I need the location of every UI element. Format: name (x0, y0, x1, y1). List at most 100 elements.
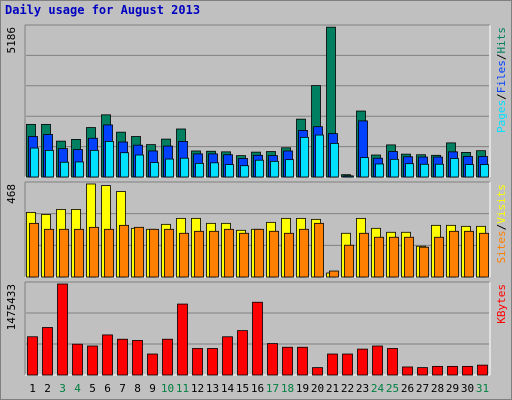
kbytes-bar (462, 365, 473, 376)
day-label: 20 (311, 382, 324, 395)
kbytes-bar (207, 348, 218, 376)
day-label: 19 (296, 382, 309, 395)
sites-bar (464, 230, 474, 278)
legend-pages: Pages (495, 100, 508, 133)
pages-bar (60, 161, 69, 178)
pages-bar (90, 149, 99, 178)
sites-bar (374, 236, 384, 278)
kbytes-bar (222, 336, 233, 376)
day-label: 6 (104, 382, 111, 395)
day-label: 5 (89, 382, 96, 395)
pages-bar (375, 163, 384, 178)
sites-bar (269, 230, 279, 278)
day-label: 28 (431, 382, 444, 395)
pages-bar (480, 164, 489, 178)
pages-bar (120, 152, 129, 178)
sites-bar (299, 228, 309, 278)
day-label: 27 (416, 382, 429, 395)
kbytes-bar (387, 348, 398, 376)
sites-bar (449, 230, 459, 278)
pages-bar (180, 157, 189, 178)
chart-title: Daily usage for August 2013 (5, 3, 201, 17)
legend-kbytes: KBytes (495, 284, 508, 324)
day-label: 13 (206, 382, 219, 395)
day-label: 21 (326, 382, 339, 395)
pages-bar (255, 159, 264, 178)
pages-bar (270, 160, 279, 178)
kbytes-bar (132, 340, 143, 376)
pages-bar (30, 147, 39, 178)
kbytes-bar (252, 301, 263, 376)
kbytes-bar (267, 343, 278, 376)
kbytes-bar (402, 366, 413, 376)
day-label: 12 (191, 382, 204, 395)
sites-bar (89, 226, 99, 278)
day-label: 11 (176, 382, 189, 395)
pages-bar (465, 164, 474, 178)
day-label: 1 (29, 382, 36, 395)
sites-bar (29, 222, 39, 278)
day-label: 7 (119, 382, 126, 395)
day-label: 18 (281, 382, 294, 395)
sites-bar (254, 228, 264, 278)
pages-bar (210, 162, 219, 178)
kbytes-bar (312, 367, 323, 376)
sites-bar (104, 228, 114, 278)
kbytes-ymax-label: 1475433 (5, 284, 18, 330)
sites-bar (434, 236, 444, 278)
kbytes-bar (357, 348, 368, 376)
day-label: 4 (74, 382, 81, 395)
pages-bar (315, 134, 324, 178)
kbytes-bar (432, 365, 443, 376)
pages-bar (45, 149, 54, 178)
sites-bar (44, 228, 54, 278)
kbytes-bar (192, 348, 203, 376)
pages-bar (360, 157, 369, 178)
sites-bar (329, 270, 339, 278)
sites-bar (314, 222, 324, 278)
kbytes-bar (342, 353, 353, 376)
sites-bar (119, 224, 129, 278)
day-label: 16 (251, 382, 264, 395)
kbytes-bar (102, 334, 113, 376)
legend-separator: / (495, 224, 508, 231)
day-label: 15 (236, 382, 249, 395)
sites-bar (239, 232, 249, 278)
pages-bar (345, 175, 354, 178)
day-label: 14 (221, 382, 235, 395)
pages-bar (240, 165, 249, 178)
sites-bar (359, 232, 369, 278)
legend-sites: Sites (495, 230, 508, 263)
sites-bar (389, 236, 399, 278)
day-label: 8 (134, 382, 141, 395)
day-label: 22 (341, 382, 354, 395)
day-label: 9 (149, 382, 156, 395)
day-label: 25 (386, 382, 399, 395)
legend-separator: / (495, 54, 508, 61)
pages-bar (330, 143, 339, 178)
pages-bar (195, 163, 204, 178)
hits-ymax-label: 5186 (5, 27, 18, 54)
sites-bar (344, 244, 354, 278)
kbytes-bar (417, 367, 428, 376)
pages-bar (225, 164, 234, 178)
day-label: 3 (59, 382, 66, 395)
kbytes-bar (282, 346, 293, 376)
sites-bar (179, 232, 189, 278)
day-label: 17 (266, 382, 279, 395)
kbytes-bar (372, 345, 383, 376)
kbytes-bar (27, 336, 38, 376)
pages-bar (435, 163, 444, 178)
legend-legend-kbytes: KBytes (495, 284, 508, 324)
kbytes-bar (177, 303, 188, 376)
kbytes-bar (87, 345, 98, 376)
kbytes-bar (72, 343, 83, 376)
kbytes-bar (447, 365, 458, 376)
day-label: 30 (461, 382, 474, 395)
legend-legend-sites-legend-separator-legend-visits: Sites/Visits (495, 184, 508, 264)
pages-bar (420, 163, 429, 178)
sites-bar (419, 246, 429, 278)
day-label: 2 (44, 382, 51, 395)
day-label: 29 (446, 382, 459, 395)
